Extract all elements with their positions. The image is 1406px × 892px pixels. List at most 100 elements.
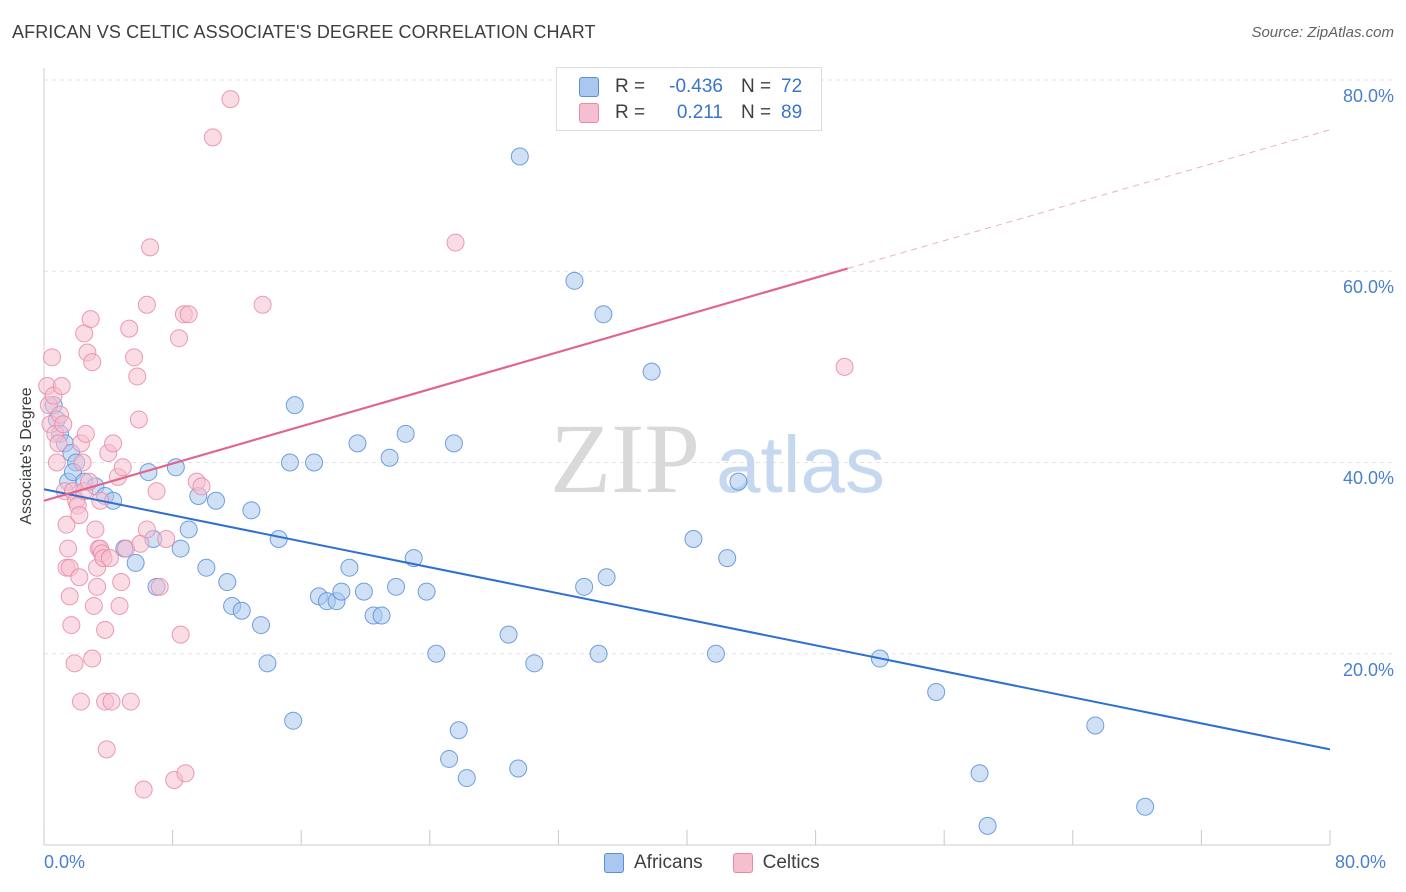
celtics-point-67 <box>150 577 169 596</box>
legend-row-africans: R = -0.436 N = 72 <box>579 75 802 99</box>
celtics-point-33 <box>83 353 102 372</box>
africans-point-43 <box>380 448 399 467</box>
celtics-point-76 <box>192 477 211 496</box>
africans-point-54 <box>509 759 528 778</box>
celtics-point-24 <box>71 692 90 711</box>
y-tick-label-20: 20.0% <box>1342 660 1394 680</box>
africans-point-63 <box>684 530 703 548</box>
celtics-point-65 <box>141 238 160 257</box>
celtics-point-59 <box>128 367 147 386</box>
axes <box>43 68 1331 846</box>
r-value: -0.436 <box>669 76 723 97</box>
chart-title: AFRICAN VS CELTIC ASSOCIATE'S DEGREE COR… <box>12 22 596 42</box>
y-tick-label-80: 80.0% <box>1342 86 1394 106</box>
y-tick-label-40: 40.0% <box>1342 468 1394 488</box>
africans-point-62 <box>642 362 661 381</box>
data-points <box>38 90 1155 835</box>
legend-row-celtics: R = 0.211 N = 89 <box>579 101 802 125</box>
africans-point-59 <box>589 644 608 663</box>
legend-label-africans: Africans <box>634 852 703 873</box>
africans-point-69 <box>970 764 989 783</box>
africans-point-64 <box>706 644 725 663</box>
watermark-atlas: atlas <box>716 420 885 509</box>
africans-point-18 <box>171 539 190 558</box>
r-label: R = <box>615 76 646 97</box>
series-legend: Africans Celtics <box>604 852 850 874</box>
celtics-point-62 <box>134 780 153 799</box>
africans-point-26 <box>242 501 261 520</box>
africans-point-51 <box>449 721 468 740</box>
celtics-point-60 <box>129 410 148 429</box>
africans-point-52 <box>457 769 476 788</box>
celtics-point-53 <box>112 573 131 592</box>
celtics-point-57 <box>121 692 140 711</box>
africans-point-38 <box>340 558 359 577</box>
africans-point-22 <box>207 491 226 510</box>
celtics-point-15 <box>60 587 79 606</box>
africans-point-50 <box>440 749 459 768</box>
celtics-point-64 <box>137 520 156 539</box>
celtics-point-80 <box>446 233 465 252</box>
africans-point-39 <box>348 434 367 453</box>
celtics-point-34 <box>83 649 102 668</box>
celtics-point-36 <box>86 520 105 539</box>
africans-point-40 <box>354 582 373 601</box>
africans-point-53 <box>499 625 518 644</box>
trend-lines <box>43 129 1331 751</box>
chart-source: Source: ZipAtlas.com <box>1251 24 1394 41</box>
celtics-point-23 <box>70 568 89 587</box>
africans-point-61 <box>597 568 616 587</box>
africans-point-56 <box>525 654 544 673</box>
celtics-point-73 <box>176 764 195 783</box>
africans-legend-swatch <box>604 853 624 873</box>
celtics-point-70 <box>170 329 189 348</box>
celtics-point-66 <box>147 482 166 501</box>
africans-swatch <box>579 77 599 97</box>
celtics-trend-extension <box>847 129 1331 269</box>
africans-point-33 <box>305 453 324 472</box>
africans-point-31 <box>284 711 303 730</box>
celtics-point-26 <box>73 453 92 472</box>
celtics-point-77 <box>203 128 222 147</box>
watermark-zip: ZIP <box>550 403 700 514</box>
celtics-point-46 <box>97 740 116 759</box>
y-axis-label-wrap: Associate's Degree <box>18 319 36 524</box>
celtics-point-44 <box>96 620 115 639</box>
correlation-legend: R = -0.436 N = 72 R = 0.211 N = 89 <box>556 67 822 131</box>
celtics-point-71 <box>171 625 190 644</box>
celtics-point-10 <box>54 415 73 434</box>
legend-item-celtics: Celtics <box>732 852 820 874</box>
celtics-trend-line <box>43 267 849 502</box>
celtics-point-79 <box>253 295 272 314</box>
africans-point-70 <box>978 816 997 835</box>
r-label: R = <box>615 102 646 123</box>
celtics-point-49 <box>102 692 121 711</box>
celtics-point-29 <box>76 424 95 443</box>
africans-point-68 <box>927 683 946 701</box>
n-value: 72 <box>781 76 803 97</box>
celtics-point-68 <box>157 530 176 548</box>
celtics-point-52 <box>110 596 129 615</box>
celtics-point-48 <box>100 549 119 568</box>
africans-point-23 <box>218 573 237 592</box>
africans-point-32 <box>285 396 304 415</box>
celtics-point-54 <box>113 458 132 477</box>
africans-point-27 <box>252 616 271 635</box>
africans-point-57 <box>565 271 584 290</box>
africans-point-72 <box>1136 797 1155 816</box>
africans-point-44 <box>387 577 406 596</box>
grid-lines <box>44 79 1392 655</box>
africans-point-29 <box>269 530 288 548</box>
celtics-point-6 <box>47 453 66 472</box>
celtics-point-14 <box>59 539 78 558</box>
legend-item-africans: Africans <box>604 852 703 874</box>
africans-point-28 <box>258 654 277 673</box>
africans-point-42 <box>372 606 391 625</box>
watermark: ZIP atlas <box>550 403 885 514</box>
celtics-point-81 <box>835 357 854 376</box>
x-tick-label-max: 80.0% <box>1335 852 1387 872</box>
r-value: 0.211 <box>676 102 723 123</box>
africans-point-47 <box>417 582 436 601</box>
celtics-point-78 <box>221 90 240 109</box>
africans-point-13 <box>126 553 145 572</box>
